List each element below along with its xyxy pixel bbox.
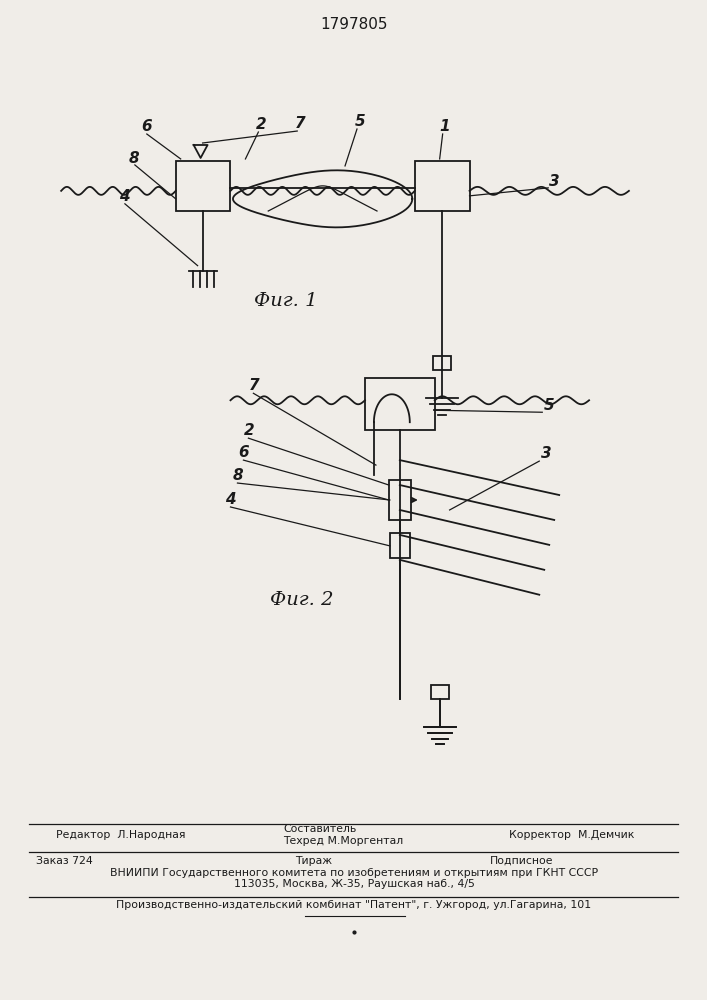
Text: Производственно-издательский комбинат "Патент", г. Ужгород, ул.Гагарина, 101: Производственно-издательский комбинат "П…	[117, 900, 592, 910]
Text: 4: 4	[119, 189, 129, 204]
Text: 1: 1	[440, 119, 450, 134]
Text: Фиг. 2: Фиг. 2	[271, 591, 334, 609]
Text: Фиг. 1: Фиг. 1	[254, 292, 317, 310]
Bar	[365, 378, 435, 430]
Text: 3: 3	[549, 174, 560, 189]
Text: 2: 2	[255, 117, 266, 132]
Text: 2: 2	[243, 423, 254, 438]
Bar	[390, 533, 410, 558]
Bar	[431, 685, 449, 699]
Text: Подписное: Подписное	[489, 856, 553, 866]
Text: 5: 5	[355, 114, 366, 129]
Text: 7: 7	[248, 378, 259, 393]
Text: Корректор  М.Демчик: Корректор М.Демчик	[509, 830, 635, 840]
Text: 6: 6	[238, 445, 249, 460]
Text: Заказ 724: Заказ 724	[36, 856, 93, 866]
Text: ВНИИПИ Государственного комитета по изобретениям и открытиям при ГКНТ СССР: ВНИИПИ Государственного комитета по изоб…	[110, 868, 598, 878]
Text: 8: 8	[233, 468, 243, 483]
Text: 1797805: 1797805	[320, 17, 387, 32]
Text: 113035, Москва, Ж-35, Раушская наб., 4/5: 113035, Москва, Ж-35, Раушская наб., 4/5	[233, 879, 474, 889]
Bar	[415, 161, 469, 211]
Text: Тираж: Тираж	[296, 856, 332, 866]
Text: 5: 5	[544, 398, 555, 413]
Text: Редактор  Л.Народная: Редактор Л.Народная	[56, 830, 186, 840]
Text: 3: 3	[542, 446, 552, 461]
Text: 6: 6	[141, 119, 151, 134]
Bar	[389, 480, 411, 520]
Text: Составитель: Составитель	[284, 824, 356, 834]
Bar	[176, 161, 230, 211]
Text: 8: 8	[129, 151, 139, 166]
Text: 4: 4	[226, 492, 236, 507]
Text: 7: 7	[296, 116, 306, 131]
Text: Техред М.Моргентал: Техред М.Моргентал	[284, 836, 404, 846]
Bar	[433, 356, 450, 370]
